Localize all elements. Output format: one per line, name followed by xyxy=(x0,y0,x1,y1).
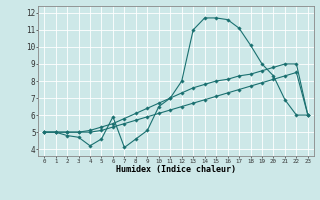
X-axis label: Humidex (Indice chaleur): Humidex (Indice chaleur) xyxy=(116,165,236,174)
